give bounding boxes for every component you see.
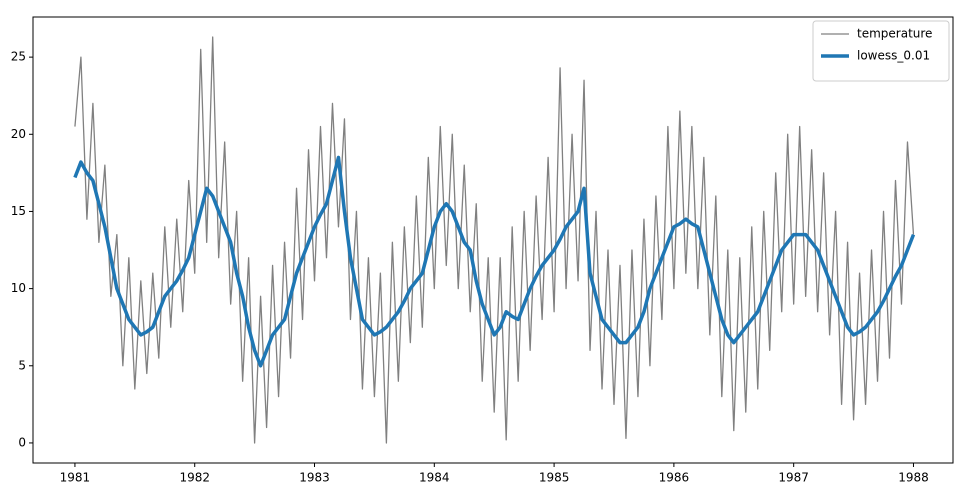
plot-frame — [32, 16, 954, 464]
legend-box — [812, 20, 950, 82]
x-tick-label: 1984 — [419, 471, 450, 485]
y-tick-label: 0 — [18, 435, 26, 449]
series-line — [74, 36, 915, 444]
x-tick-label: 1981 — [60, 471, 91, 485]
y-tick-label: 10 — [11, 281, 26, 295]
x-tick-label: 1982 — [179, 471, 210, 485]
series-line — [73, 155, 916, 368]
y-tick-label: 15 — [11, 204, 26, 218]
legend-label: temperature — [857, 27, 932, 41]
x-tick-label: 1987 — [778, 471, 809, 485]
y-tick-label: 25 — [11, 50, 26, 64]
legend-label: lowess_0.01 — [857, 49, 930, 63]
x-tick-label: 1983 — [299, 471, 330, 485]
y-tick-label: 20 — [11, 127, 26, 141]
y-tick-label: 5 — [18, 358, 26, 372]
x-tick-label: 1986 — [659, 471, 690, 485]
x-tick-label: 1988 — [898, 471, 929, 485]
x-tick-label: 1985 — [539, 471, 570, 485]
